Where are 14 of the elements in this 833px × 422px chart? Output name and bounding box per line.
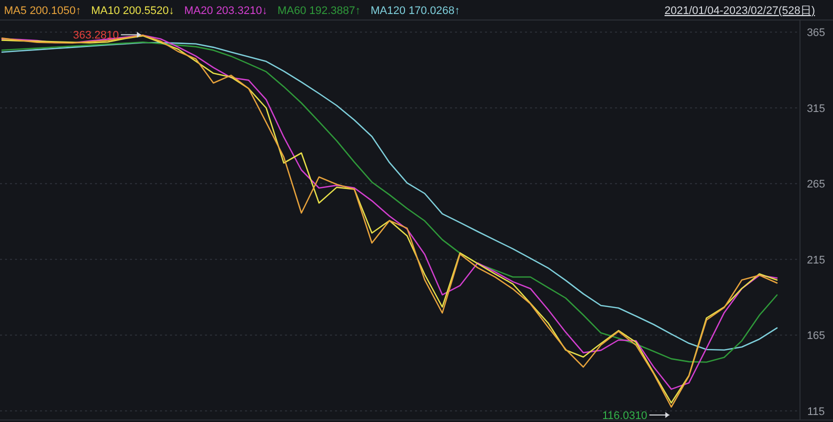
y-tick-label: 365 — [806, 27, 826, 40]
text: 2021/01/04-2023/02/27(528日) — [664, 5, 815, 17]
y-tick-label: 215 — [806, 254, 826, 266]
y-tick-label: 165 — [806, 330, 826, 342]
text: MA10 200.5520↓ — [91, 5, 174, 17]
y-tick-label: 315 — [806, 102, 826, 115]
text: MA20 203.3210↓ — [184, 5, 268, 17]
annotation: 363.2810 — [73, 30, 119, 42]
text: MA120 170.0268↑ — [370, 5, 460, 17]
annotation: 116.0310 — [602, 410, 648, 422]
y-tick-label: 115 — [807, 406, 825, 418]
y-tick-label: 265 — [806, 178, 826, 191]
series-label: MA5 200.1050↑ — [4, 5, 82, 17]
text: MA60 192.3887↑ — [277, 5, 361, 17]
